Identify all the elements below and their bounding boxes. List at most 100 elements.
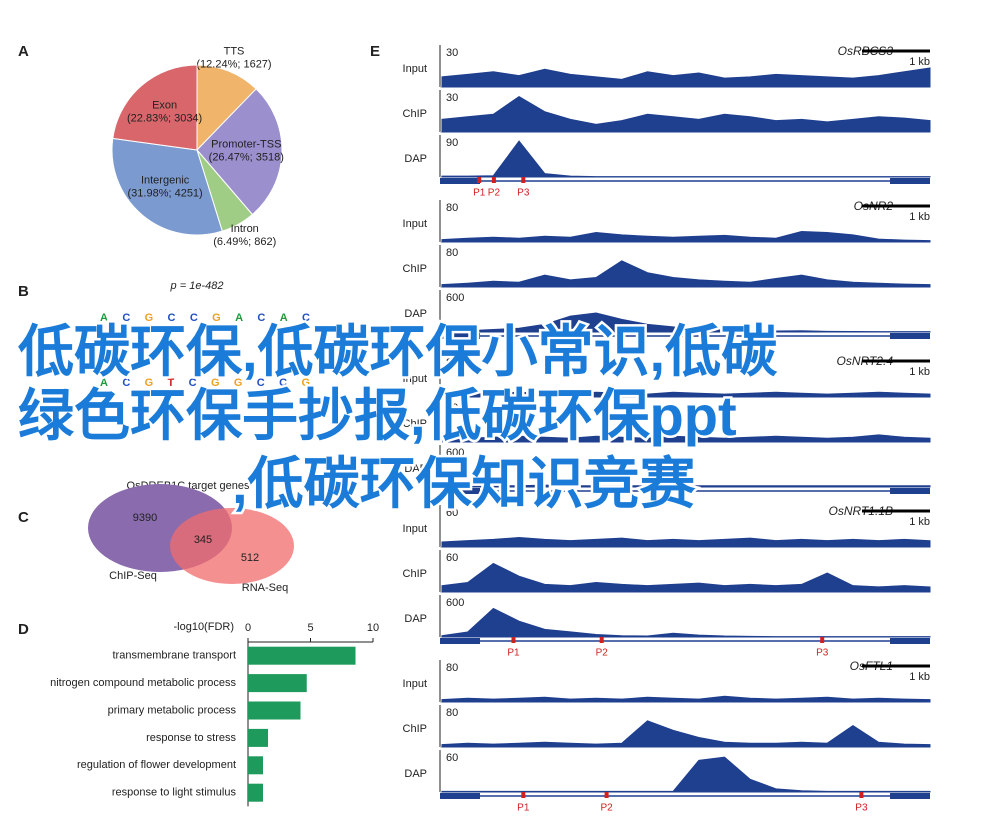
peak-label: P1 [517, 803, 530, 814]
logo-letter: A [100, 377, 108, 389]
signal [441, 484, 931, 488]
logo-letter: G [145, 312, 154, 324]
overlay-text: 绿色环保手抄报,低碳环保ppt [18, 384, 737, 447]
track-max: 60 [446, 752, 458, 764]
track-max: 600 [446, 292, 464, 304]
signal [441, 231, 931, 243]
gene-exon [440, 488, 480, 494]
track-name: ChIP [403, 568, 427, 580]
gene-exon [890, 638, 930, 644]
track-name: Input [403, 373, 427, 385]
slice-label: Exon [152, 100, 177, 112]
signal [441, 312, 931, 333]
bar [248, 646, 356, 665]
peak-label: P1 [473, 188, 486, 199]
track-name: DAP [404, 153, 427, 165]
slice-label: Intergenic [141, 175, 190, 187]
signal [441, 562, 931, 593]
signal [441, 391, 931, 398]
slice-value: (26.47%; 3518) [209, 151, 284, 163]
track-max: 80 [446, 202, 458, 214]
signal [441, 756, 931, 793]
bar [248, 728, 268, 747]
panel-letter: D [18, 621, 29, 638]
peak-marker [599, 637, 604, 643]
y-tick-label: transmembrane transport [113, 650, 237, 662]
track-max: 600 [446, 597, 464, 609]
signal [441, 434, 931, 443]
track-name: DAP [404, 768, 427, 780]
logo-letter: C [302, 312, 310, 324]
peak-label: P2 [488, 188, 501, 199]
panel-letter: A [18, 43, 29, 60]
logo-letter: C [168, 312, 176, 324]
track-name: DAP [404, 308, 427, 320]
bar [248, 783, 263, 802]
scale-label: 1 kb [909, 56, 930, 68]
venn-set [170, 508, 294, 584]
peak-label: P3 [816, 648, 829, 659]
y-tick-label: primary metabolic process [108, 704, 237, 716]
logo-letter: A [235, 312, 243, 324]
pie-slice [111, 137, 223, 236]
y-tick-label: regulation of flower development [77, 759, 236, 771]
gene-exon [440, 793, 480, 799]
track-max: 30 [446, 92, 458, 104]
slice-value: (31.98%; 4251) [128, 188, 203, 200]
signal [441, 536, 931, 548]
peak-marker [477, 177, 482, 183]
track-name: ChIP [403, 418, 427, 430]
signal [441, 140, 931, 178]
slice-value: (12.24%; 1627) [196, 59, 271, 71]
x-tick-label: 0 [245, 622, 251, 634]
bar [248, 756, 263, 775]
signal [441, 695, 931, 703]
track-name: Input [403, 218, 427, 230]
venn-count: 512 [241, 552, 259, 564]
slice-value: (22.83%; 3034) [127, 113, 202, 125]
track-max: 80 [446, 402, 458, 414]
pie-slice [112, 64, 198, 151]
gene-name: OsNRT1.1B [829, 504, 893, 518]
peak-label: P3 [517, 188, 530, 199]
overlay-text: 低碳环保,低碳环保小常识,低碳 [18, 320, 778, 383]
track-max: 60 [446, 507, 458, 519]
logo-letter: A [280, 312, 288, 324]
track-max: 30 [446, 47, 458, 59]
venn-count: 345 [194, 534, 212, 546]
logo-letter: G [234, 377, 243, 389]
logo-letter: C [122, 312, 130, 324]
peak-marker [604, 792, 609, 798]
gene-exon [890, 333, 930, 339]
slice-label: Promoter-TSS [211, 138, 281, 150]
logo-letter: T [168, 377, 175, 389]
gene-exon [890, 178, 930, 184]
logo-letter: C [122, 377, 130, 389]
y-tick-label: response to light stimulus [112, 787, 237, 799]
venn-label: RNA-Seq [242, 582, 288, 594]
track-name: DAP [404, 463, 427, 475]
gene-exon [440, 333, 480, 339]
gene-exon [440, 178, 480, 184]
venn-label: ChIP-Seq [109, 570, 157, 582]
pie-slice [196, 88, 283, 216]
signal [441, 67, 931, 88]
axis-label: -log10(FDR) [173, 621, 234, 633]
panel-letter: B [18, 283, 29, 300]
signal [441, 95, 931, 133]
peak-marker [521, 177, 526, 183]
track-name: Input [403, 523, 427, 535]
peak-marker [491, 177, 496, 183]
logo-title: p = 1e-482 [170, 280, 224, 292]
track-max: 80 [446, 707, 458, 719]
y-tick-label: response to stress [146, 732, 236, 744]
gene-exon [890, 793, 930, 799]
peak-label: P2 [600, 803, 613, 814]
track-name: DAP [404, 613, 427, 625]
track-max: 90 [446, 137, 458, 149]
signal [441, 260, 931, 288]
x-tick-label: 5 [307, 622, 313, 634]
bar [248, 701, 301, 720]
